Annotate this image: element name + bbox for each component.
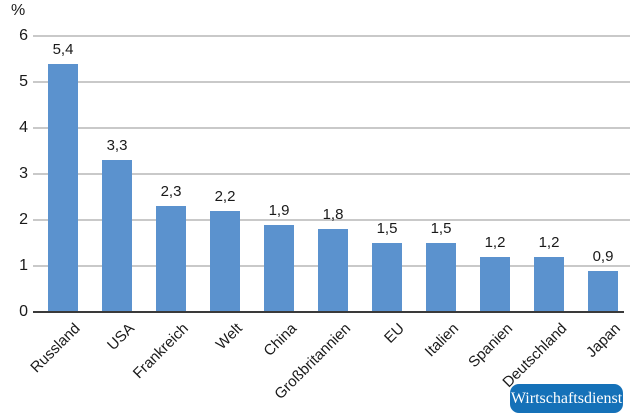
- bar: [102, 160, 132, 312]
- bar-value-label: 1,9: [268, 201, 290, 219]
- bar: [480, 256, 510, 312]
- y-axis-unit-label: %: [11, 2, 26, 19]
- bar: [372, 243, 402, 312]
- bar-value-label: 3,3: [106, 137, 128, 155]
- bar: [264, 224, 294, 312]
- y-axis-tick-label: 1: [19, 257, 28, 274]
- x-axis-label: China: [260, 320, 301, 360]
- y-axis-tick-label: 4: [19, 119, 28, 136]
- bar-value-label: 1,5: [376, 220, 398, 237]
- x-axis-label: Japan: [583, 320, 625, 361]
- bar: [48, 63, 78, 312]
- bar-value-label: 1,5: [430, 220, 452, 237]
- bar-value-label: 1,2: [538, 233, 560, 251]
- wirtschaftsdienst-badge: Wirtschaftsdienst: [510, 384, 623, 413]
- x-axis-label: Welt: [212, 320, 247, 354]
- gridline: [33, 127, 630, 129]
- y-axis-tick-label: 6: [19, 27, 28, 44]
- bar-value-label: 1,8: [322, 206, 344, 224]
- x-axis-label: Russland: [27, 320, 85, 377]
- gridline: [33, 173, 630, 175]
- bar: [318, 229, 348, 312]
- x-axis-line: [33, 311, 624, 313]
- y-axis-tick-label: 5: [19, 73, 28, 90]
- bar: [534, 256, 564, 312]
- gridline: [33, 81, 630, 83]
- y-axis-tick-label: 3: [19, 165, 28, 182]
- bar: [588, 270, 618, 312]
- bar: [426, 243, 456, 312]
- x-axis-label: EU: [381, 320, 409, 347]
- y-axis-tick-label: 0: [19, 303, 28, 320]
- x-axis-label: Frankreich: [129, 320, 193, 383]
- bar-value-label: 2,3: [160, 183, 182, 201]
- bar-value-label: 5,4: [52, 40, 74, 58]
- y-axis-tick-label: 2: [19, 211, 28, 228]
- x-axis-label: Spanien: [465, 320, 517, 371]
- bar-value-label: 2,2: [214, 187, 236, 205]
- gridline: [33, 35, 630, 37]
- bar: [156, 206, 186, 312]
- bar-value-label: 0,9: [592, 247, 614, 265]
- gridline: [33, 219, 630, 221]
- x-axis-label: USA: [104, 320, 139, 354]
- bar-value-label: 1,2: [484, 233, 506, 251]
- x-axis-label: Italien: [421, 320, 463, 361]
- bar: [210, 210, 240, 312]
